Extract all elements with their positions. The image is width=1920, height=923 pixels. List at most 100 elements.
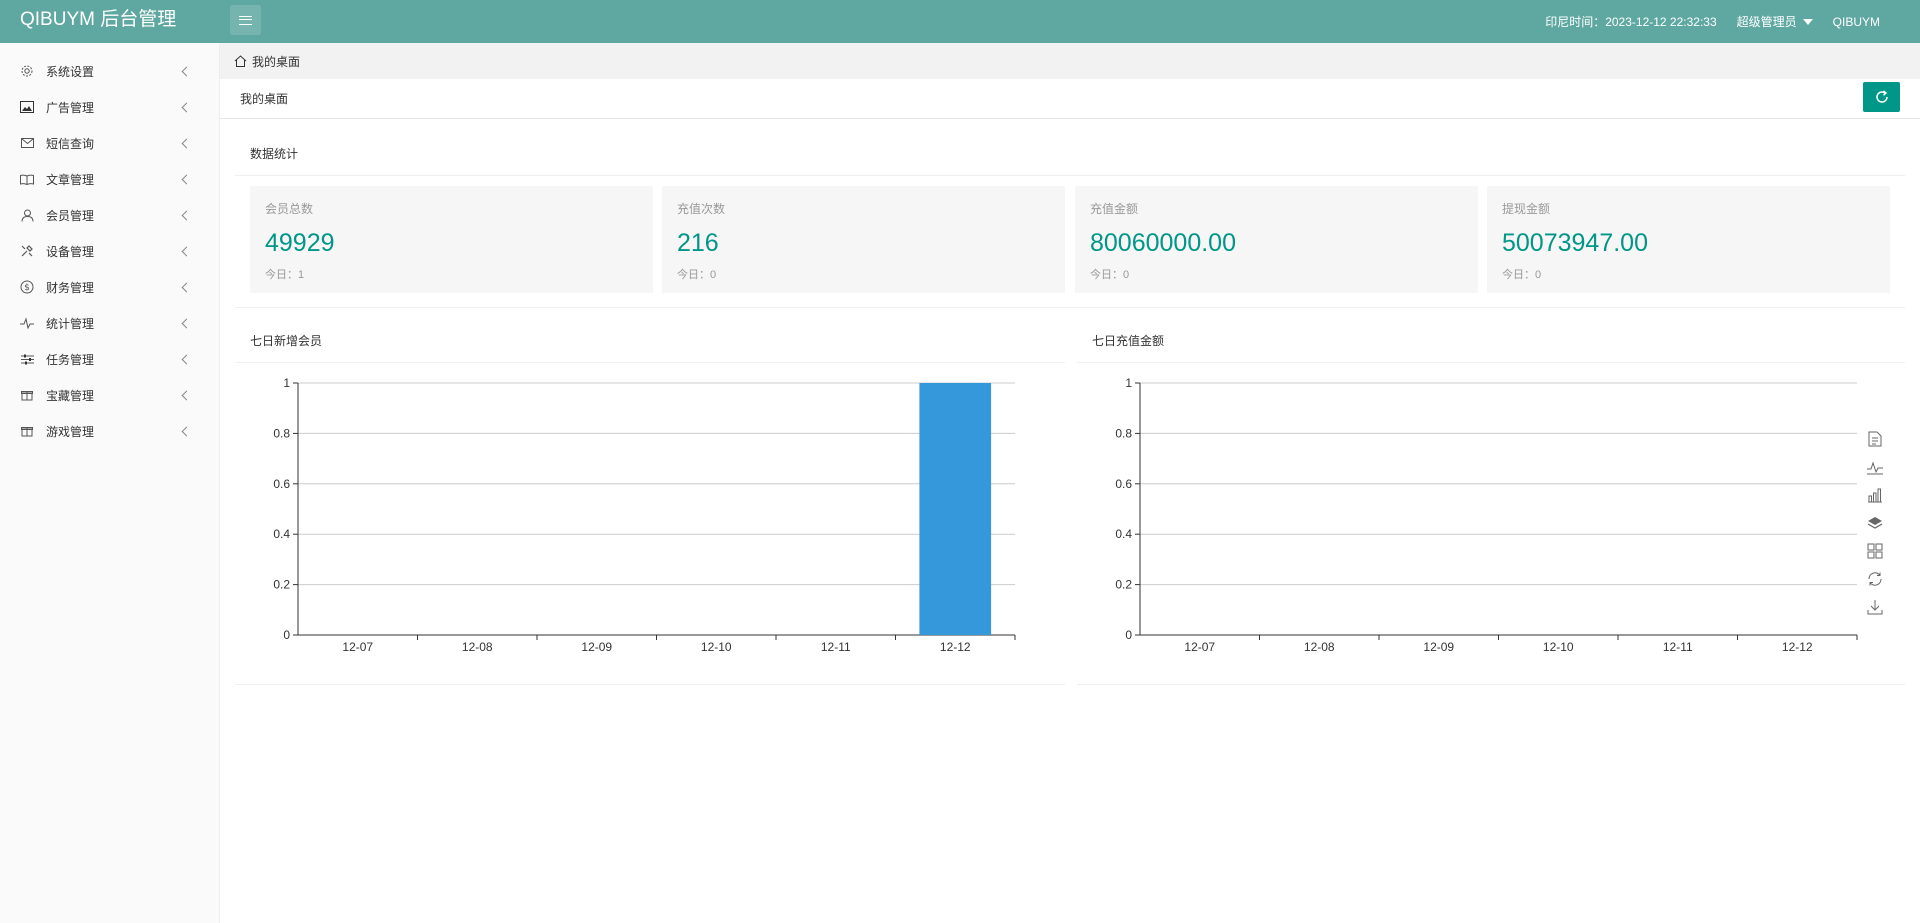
y-tick-label: 0.4 [1115, 527, 1132, 541]
stat-label: 会员总数 [265, 202, 314, 216]
refresh-icon [1875, 90, 1888, 103]
restore-icon[interactable] [1866, 570, 1884, 588]
stat-card-members: 会员总数 49929 今日：1 [250, 186, 653, 293]
stat-label: 充值金额 [1090, 202, 1139, 216]
chevron-left-icon [181, 210, 192, 221]
sidebar-item-label: 财务管理 [46, 280, 95, 295]
chevron-left-icon [181, 138, 192, 149]
x-tick-label: 12-09 [581, 640, 612, 654]
book-icon [20, 172, 34, 186]
y-tick-label: 0 [1125, 628, 1132, 642]
user-icon [20, 208, 34, 222]
divider [235, 307, 1905, 308]
sidebar-item-label: 宝藏管理 [46, 388, 95, 403]
hamburger-icon [239, 15, 252, 25]
user-menu[interactable]: 超级管理员 [1737, 13, 1813, 30]
page-title-bar: 我的桌面 [220, 79, 1920, 119]
sidebar-item-label: 会员管理 [46, 208, 95, 223]
sidebar-item-treasure[interactable]: 宝藏管理 [0, 377, 219, 413]
sidebar-item-articles[interactable]: 文章管理 [0, 161, 219, 197]
refresh-button[interactable] [1863, 82, 1900, 112]
top-header: QIBUYM 后台管理 印尼时间：2023-12-12 22:32:33 超级管… [0, 0, 1920, 43]
sidebar-item-finance[interactable]: $ 财务管理 [0, 269, 219, 305]
tiled-icon[interactable] [1866, 542, 1884, 560]
bar-chart-icon[interactable] [1866, 486, 1884, 504]
sidebar-item-devices[interactable]: 设备管理 [0, 233, 219, 269]
sidebar-item-tasks[interactable]: 任务管理 [0, 341, 219, 377]
stats-row: 会员总数 49929 今日：1 充值次数 216 今日：0 充值金额 80060… [250, 186, 1905, 293]
sidebar-item-members[interactable]: 会员管理 [0, 197, 219, 233]
chevron-left-icon [181, 282, 192, 293]
y-tick-label: 0 [283, 628, 290, 642]
stat-label: 充值次数 [677, 202, 726, 216]
mail-icon [20, 136, 34, 150]
stats-title: 数据统计 [235, 133, 1905, 176]
stat-value: 216 [677, 229, 719, 257]
data-view-icon[interactable] [1866, 430, 1884, 448]
gear-icon [20, 64, 34, 78]
chevron-left-icon [181, 102, 192, 113]
new-members-chart: 0 0.2 0.4 0.6 0.8 1 12-07 12-08 12-09 12-10 12-11 1… [273, 376, 1016, 654]
x-tick-label: 12-12 [940, 640, 971, 654]
sidebar-item-sms[interactable]: 短信查询 [0, 125, 219, 161]
stat-card-recharge-amount: 充值金额 80060000.00 今日：0 [1075, 186, 1478, 293]
sidebar-item-label: 设备管理 [46, 244, 95, 259]
x-tick-label: 12-11 [1663, 640, 1693, 654]
y-tick-label: 0.8 [1115, 426, 1132, 440]
app-logo[interactable]: QIBUYM 后台管理 [20, 9, 177, 30]
y-tick-label: 0.4 [273, 527, 290, 541]
line-chart-icon[interactable] [1866, 458, 1884, 476]
sidebar-item-label: 统计管理 [46, 316, 95, 331]
sliders-icon [20, 352, 34, 366]
brand-link[interactable]: QIBUYM [1832, 14, 1880, 29]
stat-card-withdraw-amount: 提现金额 50073947.00 今日：0 [1487, 186, 1890, 293]
bar-12-12[interactable] [919, 383, 992, 635]
breadcrumb-current[interactable]: 我的桌面 [252, 54, 301, 69]
chevron-left-icon [181, 246, 192, 257]
x-tick-label: 12-07 [1184, 640, 1215, 654]
x-tick-label: 12-10 [1543, 640, 1574, 654]
sidebar-item-games[interactable]: 游戏管理 [0, 413, 219, 449]
sidebar-item-statistics[interactable]: 统计管理 [0, 305, 219, 341]
server-time: 印尼时间：2023-12-12 22:32:33 [1545, 15, 1717, 29]
stat-value: 50073947.00 [1502, 229, 1648, 257]
y-tick-label: 0.2 [1115, 578, 1132, 592]
chart-panel-new-members: 七日新增会员 0 0.2 0.4 0.6 0.8 1 12-07 12-08 12-09 12-1… [235, 320, 1065, 685]
stat-value: 49929 [265, 229, 335, 257]
chevron-left-icon [181, 426, 192, 437]
sidebar-item-label: 系统设置 [46, 64, 95, 79]
stat-label: 提现金额 [1502, 202, 1551, 216]
dollar-icon: $ [20, 280, 34, 294]
pulse-icon [20, 316, 34, 330]
sidebar-item-ads[interactable]: 广告管理 [0, 89, 219, 125]
menu-toggle-button[interactable] [230, 5, 261, 35]
sidebar-item-label: 任务管理 [46, 352, 95, 367]
stack-icon[interactable] [1866, 514, 1884, 532]
page-title: 我的桌面 [240, 92, 289, 106]
stat-today: 今日：1 [265, 269, 305, 281]
x-tick-label: 12-10 [701, 640, 732, 654]
x-tick-label: 12-12 [1782, 640, 1813, 654]
stat-today: 今日：0 [1502, 269, 1542, 281]
chevron-left-icon [181, 318, 192, 329]
chart-title: 七日充值金额 [1077, 320, 1905, 363]
user-name: 超级管理员 [1736, 15, 1797, 29]
y-tick-label: 0.8 [273, 426, 290, 440]
tools-icon [20, 244, 34, 258]
x-tick-label: 12-11 [821, 640, 851, 654]
chevron-left-icon [181, 390, 192, 401]
recharge-amount-chart: 0 0.2 0.4 0.6 0.8 1 12-07 12-08 12-09 12-10 12-11 1… [1115, 376, 1858, 654]
y-tick-label: 1 [1125, 376, 1132, 390]
gift-icon [20, 424, 34, 438]
stat-today: 今日：0 [677, 269, 717, 281]
sidebar-item-label: 广告管理 [46, 100, 95, 115]
chart-panel-recharge-amount: 七日充值金额 0 0.2 0.4 0.6 0.8 1 12-07 12-08 12-09 12-1… [1077, 320, 1905, 685]
sidebar-item-system[interactable]: 系统设置 [0, 53, 219, 89]
stat-value: 80060000.00 [1090, 229, 1236, 257]
chevron-left-icon [181, 354, 192, 365]
home-icon[interactable] [234, 55, 247, 67]
stat-today: 今日：0 [1090, 269, 1130, 281]
save-image-icon[interactable] [1866, 598, 1884, 616]
x-tick-label: 12-08 [462, 640, 493, 654]
svg-text:$: $ [24, 283, 30, 293]
